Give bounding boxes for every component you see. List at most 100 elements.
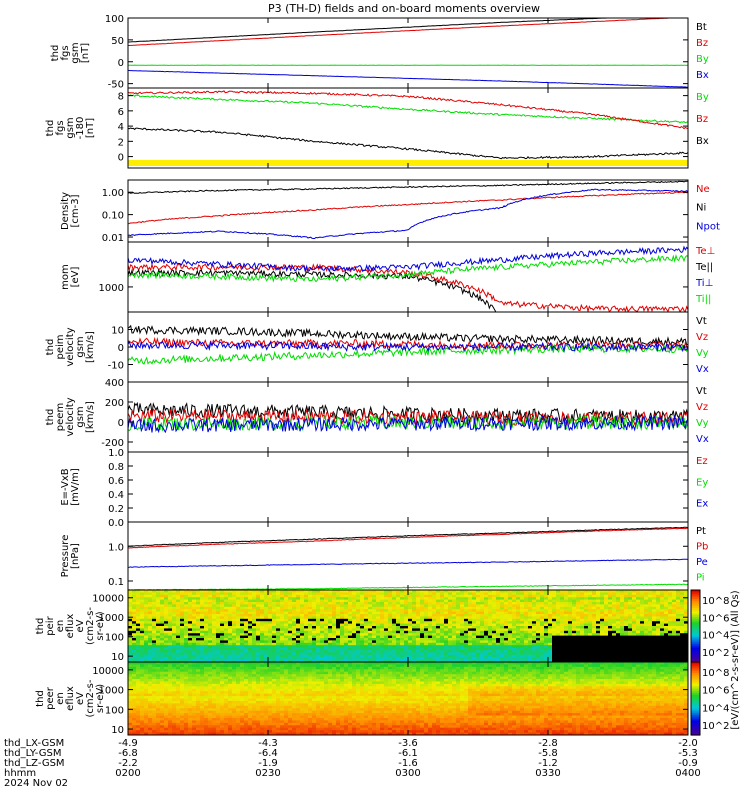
spectrogram-cell xyxy=(200,654,205,658)
colorbar-segment xyxy=(691,590,700,593)
spectrogram-cell xyxy=(260,650,265,653)
spectrogram-cell xyxy=(352,609,357,613)
spectrogram-cell xyxy=(544,618,549,622)
spectrogram-cell xyxy=(492,657,497,661)
spectrogram-cell xyxy=(168,730,173,734)
spectrogram-cell xyxy=(136,693,141,697)
spectrogram-cell xyxy=(628,621,633,625)
spectrogram-cell xyxy=(208,635,213,639)
spectrogram-cell xyxy=(300,623,305,627)
spectrogram-cell xyxy=(208,614,213,617)
spectrogram-cell xyxy=(504,592,509,596)
spectrogram-cell xyxy=(636,635,641,639)
spectrogram-cell xyxy=(548,602,553,605)
spectrogram-cell xyxy=(336,592,341,596)
spectrogram-cell xyxy=(576,650,581,653)
spectrogram-cell xyxy=(468,623,473,627)
spectrogram-cell xyxy=(212,611,217,615)
spectrogram-cell xyxy=(132,715,137,719)
spectrogram-cell xyxy=(660,597,665,601)
spectrogram-cell xyxy=(380,652,385,656)
spectrogram-cell xyxy=(176,597,181,601)
spectrogram-cell xyxy=(468,652,473,656)
spectrogram-cell xyxy=(140,669,145,673)
spectrogram-cell xyxy=(136,717,141,721)
spectrogram-cell xyxy=(544,594,549,598)
spectrogram-cell xyxy=(460,628,465,632)
spectrogram-cell xyxy=(200,606,205,610)
spectrogram-cell xyxy=(280,609,285,613)
spectrogram-cell xyxy=(384,633,389,637)
spectrogram-cell xyxy=(488,638,493,641)
spectrogram-cell xyxy=(480,626,485,629)
spectrogram-cell xyxy=(348,614,353,617)
spectrogram-cell xyxy=(136,664,141,668)
spectrogram-cell xyxy=(200,611,205,615)
series-line-Ni xyxy=(128,180,688,194)
spectrogram-cell xyxy=(428,652,433,656)
spectrogram-cell xyxy=(640,604,645,608)
spectrogram-cell xyxy=(220,599,225,603)
spectrogram-cell xyxy=(232,642,237,646)
spectrogram-cell xyxy=(196,618,201,622)
spectrogram-cell xyxy=(252,650,257,653)
spectrogram-cell xyxy=(364,592,369,596)
spectrogram-cell xyxy=(316,590,321,593)
spectrogram-cell xyxy=(224,654,229,658)
spectrogram-cell xyxy=(416,599,421,603)
spectrogram-cell xyxy=(540,594,545,598)
spectrogram-cell xyxy=(536,611,541,615)
spectrogram-cell xyxy=(452,640,457,644)
spectrogram-cell xyxy=(304,642,309,646)
spectrogram-cell xyxy=(164,633,169,637)
spectrogram-cell xyxy=(412,594,417,598)
spectrogram-cell xyxy=(172,594,177,598)
spectrogram-cell xyxy=(340,618,345,622)
spectrogram-cell xyxy=(192,635,197,639)
spectrogram-cell xyxy=(384,630,389,634)
spectrogram-cell xyxy=(196,650,201,653)
spectrogram-cell xyxy=(176,654,181,658)
colorbar-segment xyxy=(691,597,700,600)
spectrogram-cell xyxy=(140,720,145,724)
y-tick-label: 0.10 xyxy=(102,211,124,222)
spectrogram-cell xyxy=(324,659,329,662)
y-label-line: en xyxy=(55,620,66,633)
spectrogram-cell xyxy=(480,645,485,649)
spectrogram-cell xyxy=(200,618,205,622)
spectrogram-cell xyxy=(544,604,549,608)
spectrogram-cell xyxy=(640,616,645,620)
spectrogram-cell xyxy=(140,597,145,601)
spectrogram-cell xyxy=(164,710,169,714)
spectrogram-cell xyxy=(572,594,577,598)
spectrogram-cell xyxy=(356,621,361,625)
spectrogram-cell xyxy=(576,597,581,601)
spectrogram-cell xyxy=(620,621,625,625)
spectrogram-cell xyxy=(136,659,141,662)
spectrogram-cell xyxy=(332,657,337,661)
spectrogram-cell xyxy=(136,621,141,625)
spectrogram-cell xyxy=(172,602,177,605)
spectrogram-cell xyxy=(392,635,397,639)
spectrogram-cell xyxy=(280,623,285,627)
spectrogram-cell xyxy=(412,621,417,625)
spectrogram-cell xyxy=(468,602,473,605)
spectrogram-cell xyxy=(380,659,385,662)
spectrogram-cell xyxy=(308,621,313,625)
spectrogram-cell xyxy=(468,635,473,639)
spectrogram-cell xyxy=(176,669,181,673)
spectrogram-cell xyxy=(468,597,473,601)
spectrogram-cell xyxy=(228,618,233,622)
spectrogram-cell xyxy=(544,592,549,596)
spectrogram-cell xyxy=(140,725,145,729)
spectrogram-cell xyxy=(652,594,657,598)
spectrogram-cell xyxy=(204,645,209,649)
spectrogram-cell xyxy=(220,594,225,598)
spectrogram-cell xyxy=(164,604,169,608)
spectrogram-cell xyxy=(344,638,349,641)
spectrogram-cell xyxy=(328,599,333,603)
spectrogram-cell xyxy=(376,602,381,605)
spectrogram-cell xyxy=(288,614,293,617)
spectrogram-cell xyxy=(156,628,161,632)
spectrogram-cell xyxy=(648,614,653,617)
